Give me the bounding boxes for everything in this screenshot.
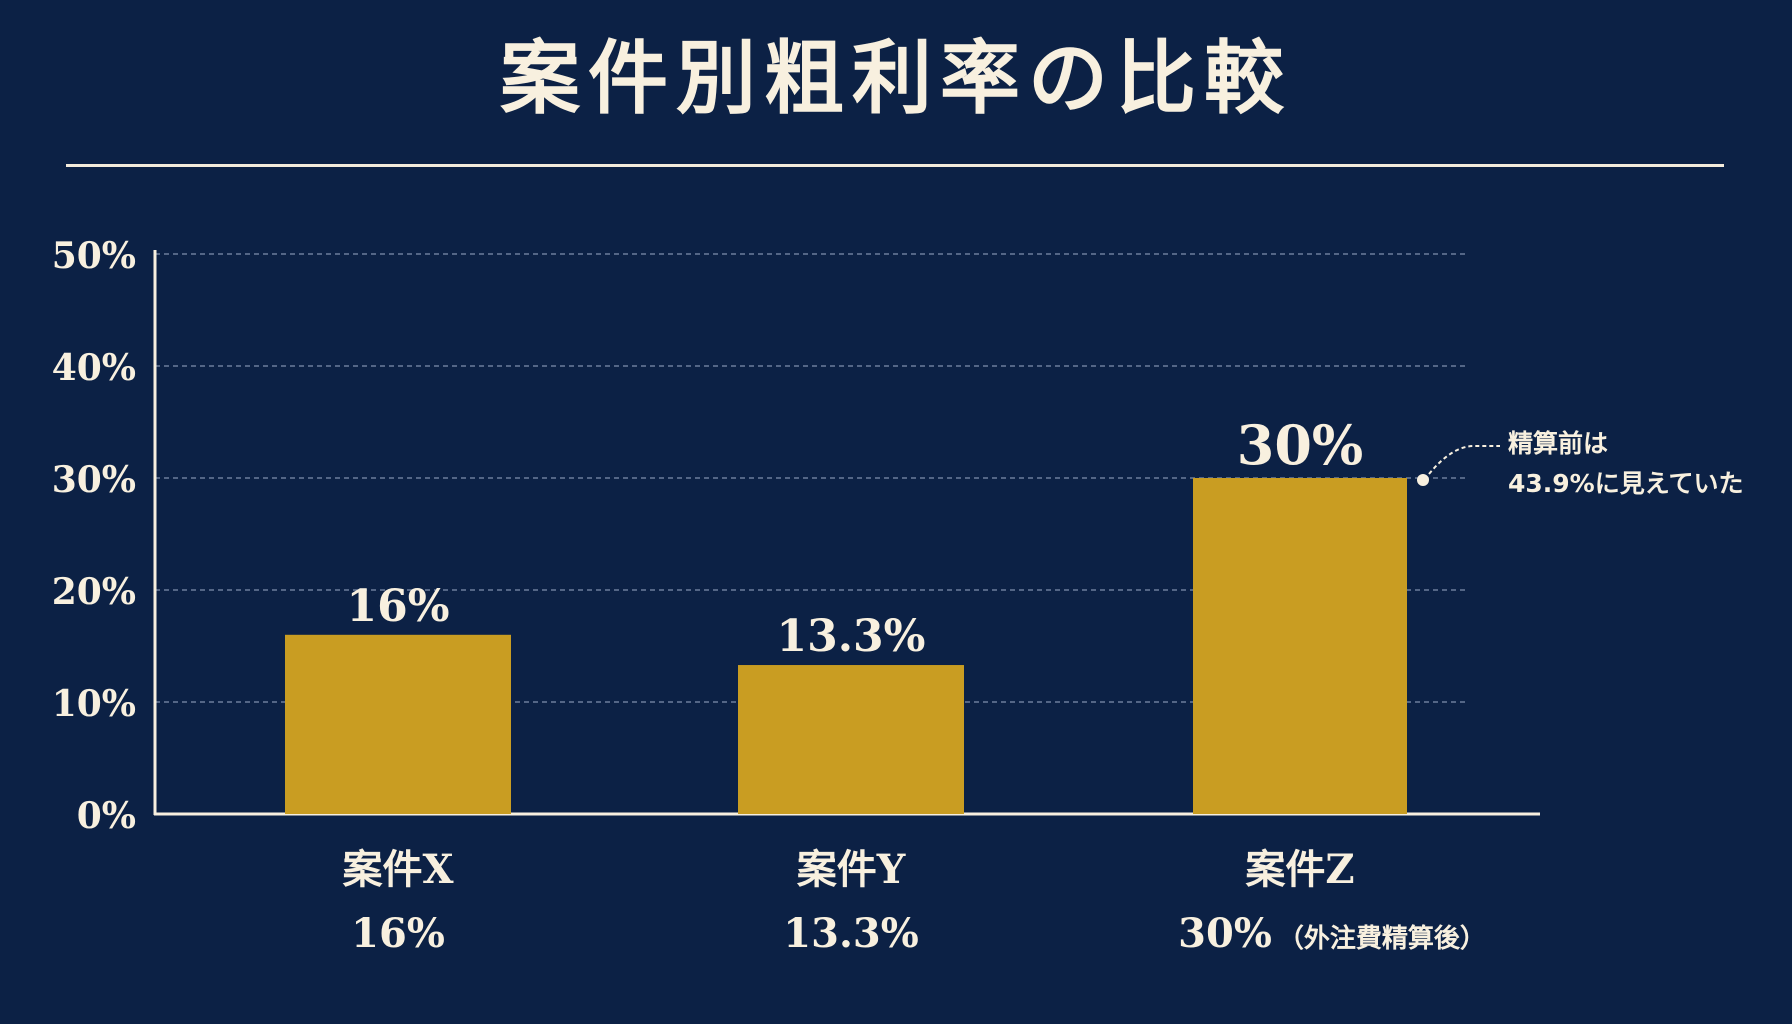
y-tick-label: 40% (52, 347, 136, 389)
annotation-line-1: 精算前は (1508, 429, 1609, 458)
category-label-y: 案件Y (796, 846, 906, 893)
bar-value-label: 13.3% (777, 611, 926, 662)
bar-value-label: 16% (346, 581, 449, 632)
annotation-line-2: 43.9%に見えていた (1508, 469, 1744, 498)
chart-title: 案件別粗利率の比較 (500, 31, 1292, 125)
bar-value-label: 30% (1237, 413, 1363, 477)
y-tick-label: 0% (77, 795, 136, 837)
y-tick-label: 10% (52, 683, 136, 725)
annotation-leader (1417, 445, 1500, 486)
category-sublabel-y: 13.3% (611, 914, 1091, 954)
annotation-leader-line (1428, 445, 1500, 475)
value-labels: 16% 13.3% 30% (346, 413, 1363, 662)
category-sublabel-value: 30% (1178, 910, 1272, 957)
annotation-text: 精算前は 43.9%に見えていた (1508, 424, 1743, 504)
category-sublabel-value: 13.3% (783, 910, 919, 957)
bar-案件X (285, 634, 511, 814)
category-label-x: 案件X (342, 846, 454, 893)
y-tick-label: 50% (52, 235, 136, 277)
category-sublabel-note: （外注費精算後） (1277, 924, 1486, 954)
y-tick-label: 30% (52, 459, 136, 501)
annotation-dot (1417, 474, 1429, 486)
y-tick-label: 20% (52, 571, 136, 613)
category-label-z: 案件Z (1245, 846, 1355, 893)
bar-案件Y (738, 665, 964, 814)
title-divider (66, 164, 1724, 167)
category-sublabel-x: 16% (158, 914, 638, 954)
bars (285, 478, 1407, 814)
category-sublabel-z: 30% （外注費精算後） (1092, 914, 1572, 954)
bar-案件Z (1193, 478, 1407, 814)
category-sublabel-value: 16% (351, 910, 445, 957)
